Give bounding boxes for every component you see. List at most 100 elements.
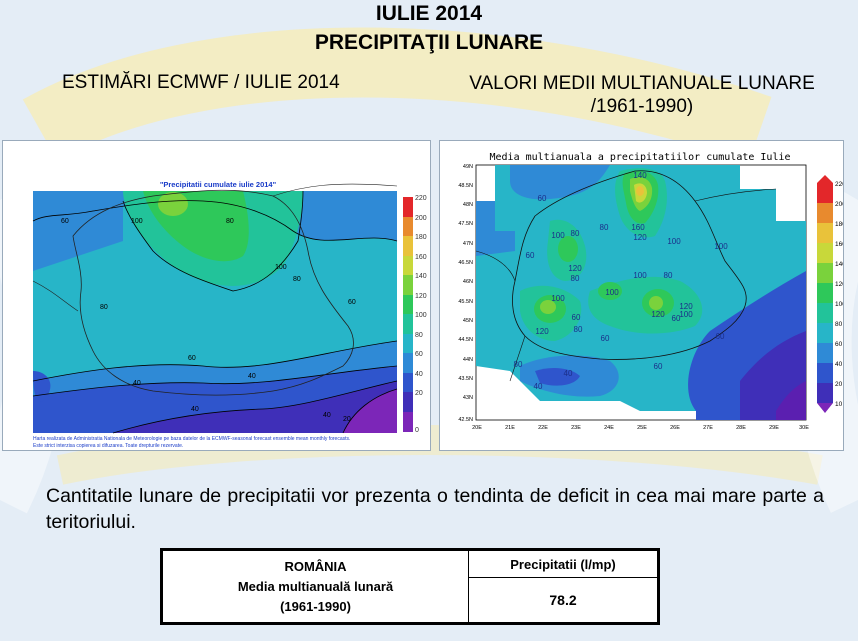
colorbar-tick: 160 (835, 241, 843, 248)
contour-label: 40 (248, 373, 256, 380)
map-field-140 (158, 192, 188, 216)
lat-tick: 45.5N (458, 299, 473, 305)
contour-label: 80 (664, 271, 673, 280)
field-40-s (535, 368, 580, 386)
contour-label: 120 (535, 327, 549, 336)
lon-tick: 21E (505, 425, 515, 431)
lon-tick: 22E (538, 425, 548, 431)
contour-label: 100 (679, 310, 693, 319)
contour-label: 100 (633, 271, 647, 280)
contour-label: 120 (679, 302, 693, 311)
ecmwf-footnote-rights: Este strict interzisa copierea si difuza… (33, 443, 183, 449)
contour-label: 80 (574, 325, 583, 334)
colorbar-tick: 120 (835, 281, 843, 288)
contour-label: 100 (551, 231, 565, 240)
contour-label: 120 (633, 233, 647, 242)
contour-label: 40 (534, 382, 543, 391)
page-title: IULIE 2014 (375, 2, 483, 25)
contour-label: 100 (551, 294, 565, 303)
contour-label: 80 (514, 360, 523, 369)
table-mean-label: Media multianuală lunară (237, 578, 394, 594)
contour-label: 140 (633, 171, 647, 180)
field-120-west (558, 236, 578, 262)
colorbar-tick: 40 (415, 371, 423, 378)
contour-label: 100 (667, 237, 681, 246)
field-140-sw (540, 300, 556, 314)
table-country: ROMÂNIA (284, 558, 347, 574)
page-subtitle: PRECIPITAŢII LUNARE (314, 31, 544, 54)
ecmwf-forecast-map: 60 100 80 100 80 80 60 60 40 40 40 40 20… (2, 140, 431, 471)
contour-label-group: 60 140 160 120 80 100 100 80 60 100 120 … (514, 171, 729, 391)
lon-tick: 27E (703, 425, 713, 431)
contour-label: 60 (538, 194, 547, 203)
right-map-heading-line2: /1961-1990) (590, 96, 694, 117)
romania-border (72, 189, 354, 396)
field-10 (776, 381, 806, 420)
colorbar-tick: 160 (415, 254, 427, 261)
ecmwf-map-title: "Precipitatii cumulate iulie 2014" (160, 180, 277, 189)
longitude-ticks: 20E 21E 22E 23E 24E 25E 26E 27E 28E 29E … (472, 425, 809, 431)
contour-label: 100 (131, 218, 143, 225)
colorbar-tick: 100 (835, 301, 843, 308)
field-60-nw (476, 201, 515, 256)
contour-label: 40 (564, 369, 573, 378)
lat-tick: 46N (463, 279, 473, 285)
contour-label: 60 (188, 355, 196, 362)
contour-label: 60 (61, 218, 69, 225)
lat-tick: 45N (463, 318, 473, 324)
field-140-center (649, 296, 663, 310)
contour-label: 60 (716, 332, 725, 341)
contour-label: 40 (191, 406, 199, 413)
contour-label: 60 (654, 362, 663, 371)
lat-tick: 43.5N (458, 376, 473, 382)
colorbar-tick: 10 (835, 401, 843, 408)
romania-border (512, 170, 747, 360)
lon-tick: 24E (604, 425, 614, 431)
table-value: 78.2 (468, 577, 659, 624)
multiannual-map-canvas: 49N 48.5N 48N 47.5N 47N 46.5N 46N 45.5N … (458, 152, 846, 431)
multiannual-colorbar: 220 200 180 160 140 120 100 80 60 40 20 … (817, 175, 846, 413)
colorbar-tick: 80 (415, 332, 423, 339)
lat-tick: 42.5N (458, 417, 473, 423)
colorbar-tick: 180 (415, 234, 427, 241)
contour-label: 60 (348, 299, 356, 306)
lat-tick: 46.5N (458, 260, 473, 266)
contour-label-group: 60 100 80 100 80 80 60 60 40 40 40 40 20 (61, 218, 356, 423)
contour-label: 120 (651, 310, 665, 319)
contour-label: 120 (568, 264, 582, 273)
lat-tick: 48N (463, 202, 473, 208)
colorbar-tick: 40 (835, 361, 843, 368)
map-field-0 (343, 389, 397, 433)
field-60-n (510, 165, 610, 200)
colorbar-tick: 0 (415, 427, 419, 434)
colorbar-tick: 220 (835, 181, 843, 188)
ecmwf-colorbar: 220 200 180 160 140 120 100 80 60 40 20 … (403, 195, 427, 434)
colorbar-tick: 220 (415, 195, 427, 202)
map-field-20 (113, 381, 397, 433)
contour-label: 40 (323, 412, 331, 419)
lon-tick: 25E (637, 425, 647, 431)
contour-label: 100 (605, 288, 619, 297)
contour-label: 100 (275, 264, 287, 271)
lat-tick: 47.5N (458, 221, 473, 227)
contour-label: 160 (631, 223, 645, 232)
summary-paragraph: Cantitatile lunare de precipitatii vor p… (46, 485, 824, 533)
contour-label: 60 (601, 334, 610, 343)
table-period: (1961-1990) (280, 598, 351, 614)
contour-label: 80 (600, 223, 609, 232)
colorbar-tick: 140 (415, 273, 427, 280)
lon-tick: 23E (571, 425, 581, 431)
field-120-center-west (598, 282, 622, 300)
colorbar-tick: 180 (835, 221, 843, 228)
contour-label: 40 (133, 380, 141, 387)
national-mean-table: ROMÂNIA Media multianuală lunară (1961-1… (160, 548, 660, 625)
lon-tick: 28E (736, 425, 746, 431)
right-map-heading-line1: VALORI MEDII MULTIANUALE LUNARE (469, 73, 815, 94)
contour-label: 60 (526, 251, 535, 260)
contour-label: 60 (572, 313, 581, 322)
contour-lines (32, 190, 398, 434)
ecmwf-footnote: Harta realizata de Administratia Nationa… (33, 436, 350, 442)
contour-label: 20 (343, 416, 351, 423)
contour-label: 60 (672, 314, 681, 323)
lon-tick: 20E (472, 425, 482, 431)
